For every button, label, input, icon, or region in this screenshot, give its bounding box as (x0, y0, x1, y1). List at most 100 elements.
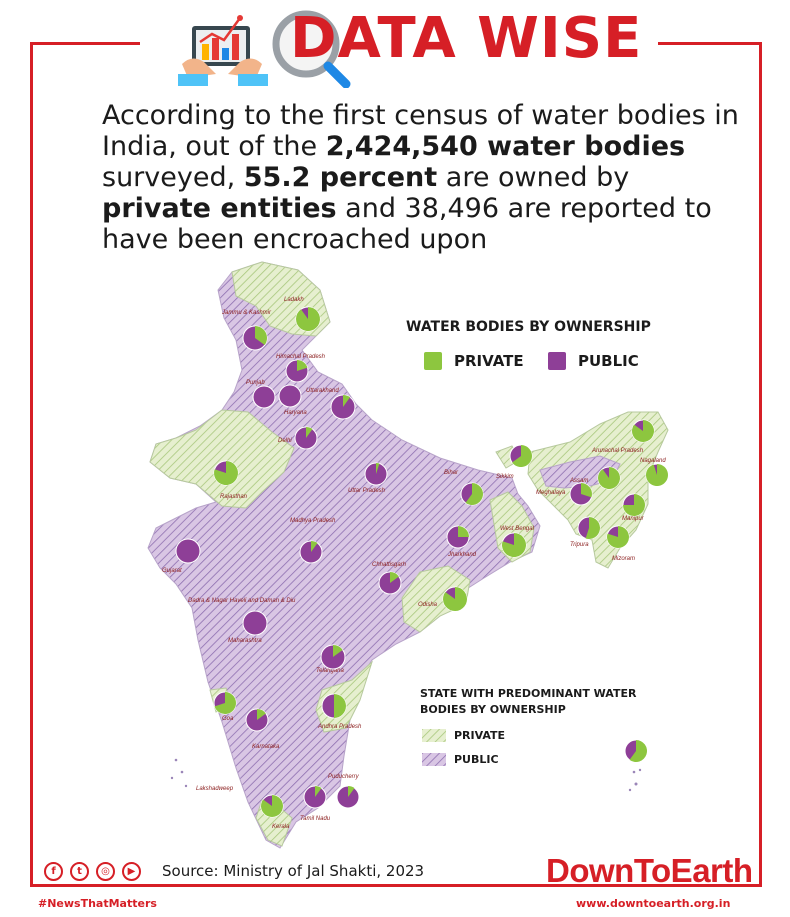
label-delhi: Delhi (278, 438, 292, 444)
pie-mizoram (606, 525, 630, 549)
frame-top-right (658, 42, 762, 45)
pie-andaman-nicobar-islands (624, 739, 648, 763)
region-rajasthan-private (149, 409, 295, 509)
instagram-icon[interactable]: ◎ (96, 862, 115, 881)
twitter-icon[interactable]: t (70, 862, 89, 881)
frame-left (30, 42, 33, 887)
label-manipur: Manipur (622, 516, 645, 522)
brand-logo: DownToEarth (546, 852, 753, 889)
label-chhattisgarh: Chhattisgarh (372, 562, 407, 568)
andaman-islands (628, 758, 642, 792)
headline-text-1: According to the first census of water b… (102, 100, 739, 162)
pie-himachal-pradesh (285, 359, 309, 383)
label-karnataka: Karnataka (252, 744, 280, 750)
label-nagaland: Nagaland (640, 458, 666, 464)
headline-text-2: surveyed, (102, 162, 244, 193)
pie-public-slice (242, 610, 268, 636)
pie-tripura (577, 516, 601, 540)
pie-nagaland (645, 463, 669, 487)
label-gujarat: Gujarat (162, 568, 182, 574)
label-telangana: Telangana (316, 668, 344, 674)
label-tripura: Tripura (570, 542, 589, 548)
label-dnh: Dadra & Nagar Haveli and Daman & Diu (188, 598, 296, 604)
frame-right (759, 42, 762, 887)
source-note: Source: Ministry of Jal Shakti, 2023 (162, 862, 425, 880)
headline-text-3: are owned by (437, 162, 630, 193)
pie-private-slice (348, 786, 355, 797)
pie-arunachal-pradesh (631, 419, 655, 443)
pie-kerala (260, 794, 284, 818)
private-swatch (424, 352, 442, 370)
headline-text-4: and 38,496 are reported to have been enc… (102, 193, 712, 255)
label-jk: Jammu & Kashmir (221, 310, 272, 316)
pie-private-slice (390, 572, 399, 583)
pie-public-slice (278, 384, 302, 408)
pie-maharashtra (242, 610, 268, 636)
legend-public: PUBLIC (548, 352, 639, 370)
frame-bottom (30, 884, 762, 887)
pie-telangana (320, 644, 346, 670)
pie-private-slice (632, 420, 654, 442)
pie-manipur (622, 493, 646, 517)
pie-uttar-pradesh (364, 462, 388, 486)
pie-private-slice (443, 587, 468, 611)
headline: According to the first census of water b… (102, 100, 742, 255)
label-rajasthan: Rajasthan (220, 494, 248, 500)
pie-private-slice (623, 494, 645, 516)
facebook-icon[interactable]: f (44, 862, 63, 881)
pie-sikkim (509, 444, 533, 468)
pie-private-slice (376, 463, 380, 474)
magnifier-icon (272, 10, 351, 88)
legend-private: PRIVATE (424, 352, 524, 370)
legend-public-label: PUBLIC (578, 352, 639, 370)
legend-predominant-public-label: PUBLIC (454, 753, 499, 766)
label-hp: Himachal Pradesh (276, 354, 326, 360)
data-wise-logo: DATA WISE (170, 4, 641, 88)
pie-chhattisgarh (378, 571, 402, 595)
pie-private-slice (261, 795, 283, 817)
label-ap: Andhra Pradesh (317, 724, 362, 730)
lakshadweep-islands (170, 758, 188, 788)
youtube-icon[interactable]: ▶ (122, 862, 141, 881)
pie-private-slice (465, 483, 484, 505)
public-hatch-swatch (422, 753, 446, 766)
label-maharashtra: Maharashtra (228, 638, 262, 644)
pie-private-slice (315, 786, 322, 797)
label-up: Uttar Pradesh (348, 488, 386, 494)
pie-bihar (460, 482, 484, 506)
pie-private-slice (333, 645, 343, 657)
pie-assam (569, 482, 593, 506)
private-hatch-swatch (422, 729, 446, 742)
pie-public-slice (252, 385, 276, 409)
pie-public-slice (175, 538, 201, 564)
pie-private-slice (607, 526, 629, 548)
pie-haryana (278, 384, 302, 408)
pie-private-slice (646, 464, 668, 487)
public-swatch (548, 352, 566, 370)
label-sikkim: Sikkim (496, 474, 514, 480)
pie-private-slice (597, 467, 620, 490)
pie-private-slice (343, 395, 351, 407)
pie-private-slice (585, 517, 601, 539)
label-puducherry: Puducherry (328, 774, 360, 780)
pie-private-slice (311, 541, 318, 552)
pie-goa (213, 691, 237, 715)
website-link[interactable]: www.downtoearth.org.in (576, 897, 731, 910)
pie-jammu-kashmir (242, 325, 268, 351)
label-arunachal: Arunachal Pradesh (591, 448, 644, 454)
pie-tamil-nadu (303, 785, 327, 809)
pie-private-slice (214, 461, 239, 486)
label-uttarakhand: Uttarakhand (306, 388, 339, 394)
pie-puducherry (336, 785, 360, 809)
state-labels: Ladakh Jammu & Kashmir Himachal Pradesh … (162, 297, 666, 830)
pie-rajasthan (213, 460, 239, 486)
label-odisha: Odisha (418, 602, 438, 608)
label-mizoram: Mizoram (612, 556, 635, 562)
hashtag: #NewsThatMatters (38, 897, 157, 910)
label-wb: West Bengal (500, 526, 535, 532)
pie-private-slice (257, 709, 266, 720)
legend-predominant-title: STATE WITH PREDOMINANT WATER BODIES BY O… (420, 687, 637, 716)
pie-karnataka (245, 708, 269, 732)
analytics-icon (178, 15, 268, 86)
pie-private-slice (306, 427, 313, 438)
